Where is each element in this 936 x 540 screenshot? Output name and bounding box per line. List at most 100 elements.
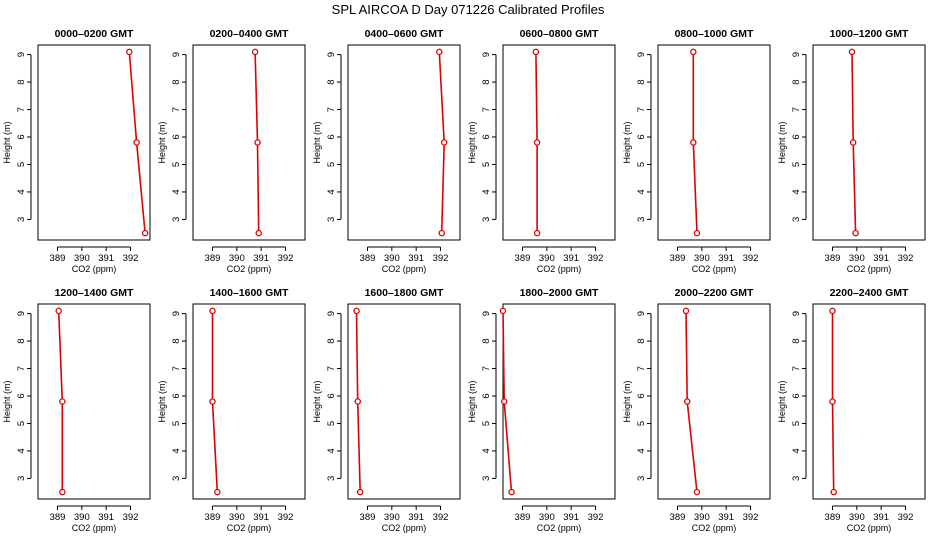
y-tick-label: 4	[481, 448, 492, 453]
profile-point	[508, 488, 515, 496]
y-tick-label: 3	[636, 476, 647, 481]
y-tick-label: 9	[171, 52, 182, 57]
y-axis-label: Height (m)	[312, 121, 322, 163]
y-tick-label: 9	[326, 311, 337, 316]
x-tick-label: 392	[588, 512, 604, 523]
profile-point	[682, 307, 690, 315]
y-tick-label: 9	[481, 52, 492, 57]
figure-title: SPL AIRCOA D Day 071226 Calibrated Profi…	[332, 2, 605, 17]
y-tick-label: 9	[636, 311, 647, 316]
profile-point	[59, 488, 66, 496]
y-tick-label: 6	[791, 393, 802, 398]
x-tick-label: 390	[849, 512, 865, 523]
x-tick-label: 390	[539, 253, 555, 264]
plot-frame	[192, 303, 306, 500]
y-tick-label: 8	[16, 79, 27, 84]
profile-point	[141, 229, 149, 237]
y-axis-label: Height (m)	[622, 380, 632, 422]
profile-point	[356, 488, 364, 496]
y-tick-label: 4	[791, 448, 802, 453]
y-tick-label: 7	[326, 366, 337, 371]
x-tick-label: 391	[718, 253, 734, 264]
profile-point	[438, 229, 445, 237]
x-tick-label: 389	[205, 512, 221, 523]
profile-point	[126, 48, 133, 56]
profile-point	[532, 48, 540, 56]
y-axis-label: Height (m)	[2, 121, 12, 163]
y-tick-label: 5	[636, 421, 647, 426]
x-tick-label: 391	[873, 253, 889, 264]
y-tick-label: 5	[791, 421, 802, 426]
x-tick-label: 390	[694, 512, 710, 523]
x-tick-label: 389	[515, 512, 531, 523]
y-tick-label: 5	[481, 421, 492, 426]
x-tick-label: 390	[384, 253, 400, 264]
y-tick-label: 3	[326, 217, 337, 222]
chart-panel: 0600–0800 GMT 389 390 391 392 CO2 (ppm) 3 4 5 6 7 8…	[467, 28, 616, 274]
y-axis-label: Height (m)	[157, 380, 167, 422]
x-tick-label: 389	[205, 253, 221, 264]
profile-point	[214, 488, 221, 496]
x-tick-label: 392	[898, 512, 914, 523]
panel-title: 2200–2400 GMT	[830, 287, 909, 299]
x-axis-label: CO2 (ppm)	[692, 523, 737, 533]
y-tick-label: 7	[326, 107, 337, 112]
x-tick-label: 392	[123, 253, 139, 264]
y-tick-label: 6	[16, 134, 27, 139]
x-axis-label: CO2 (ppm)	[847, 264, 892, 274]
plot-frame	[192, 44, 306, 241]
x-tick-label: 389	[360, 512, 376, 523]
profile-point	[533, 139, 541, 146]
y-tick-label: 9	[326, 52, 337, 57]
y-tick-label: 5	[16, 162, 27, 167]
chart-panel: 1800–2000 GMT 389 390 391 392 CO2 (ppm) 3 4 5 6 7 8…	[467, 287, 616, 533]
x-tick-label: 389	[670, 253, 686, 264]
y-tick-label: 7	[636, 107, 647, 112]
x-tick-label: 391	[98, 512, 114, 523]
x-axis-label: CO2 (ppm)	[72, 264, 117, 274]
y-tick-label: 5	[481, 162, 492, 167]
profile-point	[133, 139, 140, 146]
x-tick-label: 389	[825, 512, 841, 523]
profile-point	[353, 307, 360, 315]
x-tick-label: 390	[539, 512, 555, 523]
y-tick-label: 6	[16, 393, 27, 398]
y-tick-label: 4	[791, 189, 802, 194]
chart-panel: 1000–1200 GMT 389 390 391 392 CO2 (ppm) 3 4 5 6 7 8…	[777, 28, 926, 274]
profile-point	[693, 229, 701, 237]
y-tick-label: 4	[481, 189, 492, 194]
profile-point	[499, 307, 507, 315]
profile-point	[533, 229, 541, 237]
y-tick-label: 7	[791, 366, 802, 371]
x-tick-label: 390	[384, 512, 400, 523]
x-tick-label: 390	[229, 512, 245, 523]
panel-title: 1200–1400 GMT	[55, 287, 134, 299]
y-tick-label: 6	[481, 134, 492, 139]
y-tick-label: 9	[791, 311, 802, 316]
profile-point	[55, 307, 62, 315]
chart-panel: 0000–0200 GMT 389 390 391 392 CO2 (ppm) 3 4 5 6 7 8…	[2, 28, 151, 274]
panel-title: 0400–0600 GMT	[365, 28, 444, 40]
y-tick-label: 7	[481, 107, 492, 112]
y-axis-label: Height (m)	[467, 121, 477, 163]
profile-point	[693, 488, 701, 496]
x-tick-label: 391	[873, 512, 889, 523]
x-tick-label: 391	[98, 253, 114, 264]
profile-point	[852, 229, 859, 237]
y-tick-label: 9	[16, 311, 27, 316]
x-tick-label: 392	[433, 253, 449, 264]
profile-point	[209, 307, 216, 315]
chart-panel: 2000–2200 GMT 389 390 391 392 CO2 (ppm) 3 4 5 6 7 8…	[622, 287, 771, 533]
chart-panel: 0800–1000 GMT 389 390 391 392 CO2 (ppm) 3 4 5 6 7 8…	[622, 28, 771, 274]
profile-point	[354, 398, 361, 405]
y-tick-label: 5	[326, 421, 337, 426]
profile-point	[683, 398, 691, 405]
y-tick-label: 5	[326, 162, 337, 167]
y-axis-label: Height (m)	[157, 121, 167, 163]
y-tick-label: 3	[636, 217, 647, 222]
x-tick-label: 391	[563, 253, 579, 264]
chart-panel: 1200–1400 GMT 389 390 391 392 CO2 (ppm) 3 4 5 6 7 8…	[2, 287, 151, 533]
chart-panel: 1600–1800 GMT 389 390 391 392 CO2 (ppm) 3 4 5 6 7 8…	[312, 287, 461, 533]
chart-panel: 2200–2400 GMT 389 390 391 392 CO2 (ppm) 3 4 5 6 7 8…	[777, 287, 926, 533]
